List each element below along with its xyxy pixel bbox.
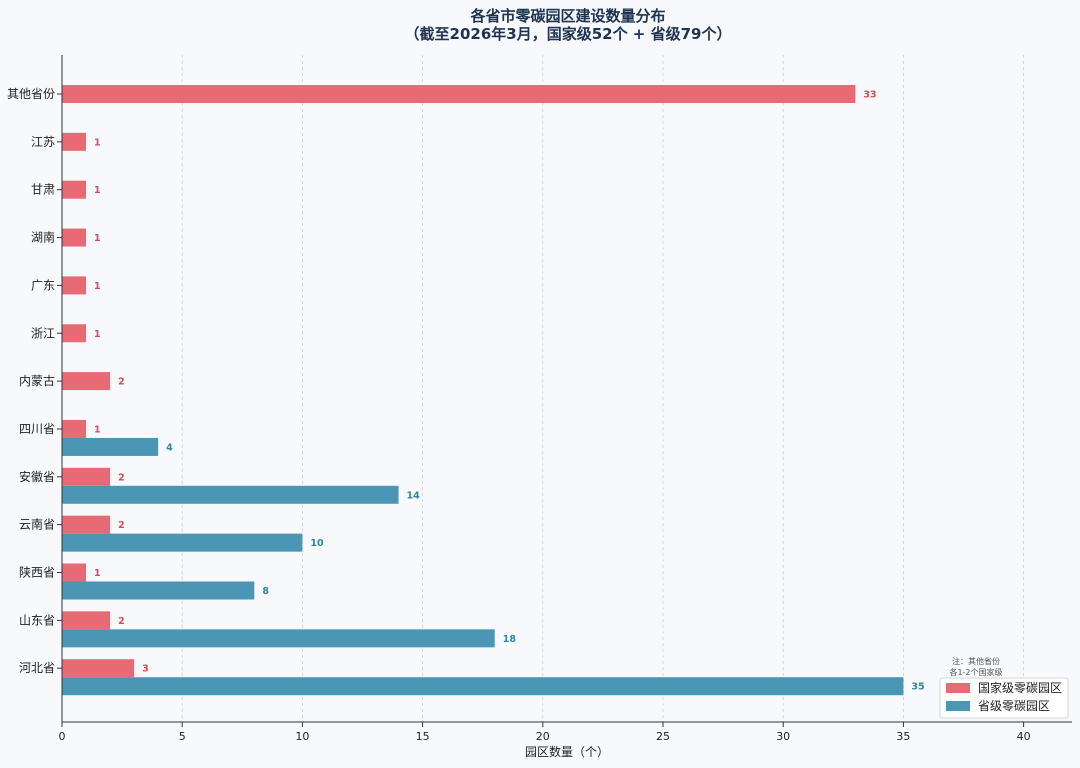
data-label: 2 <box>118 377 125 388</box>
bar-provincial <box>62 437 159 456</box>
legend-label-provincial: 省级零碳园区 <box>978 699 1050 713</box>
x-tick-label: 20 <box>536 730 550 743</box>
bar-national <box>62 419 87 438</box>
bar-national <box>62 372 111 391</box>
bar-national <box>62 563 87 582</box>
bar-national <box>62 180 87 199</box>
chart-subtitle: （截至2026年3月，国家级52个 + 省级79个） <box>405 25 732 43</box>
annotation-line-2: 各1-2个国家级 <box>949 667 1002 677</box>
legend-box <box>939 677 1069 719</box>
category-label: 内蒙古 <box>19 373 55 388</box>
annotation-line-1: 注：其他省份 <box>952 656 1000 666</box>
x-tick-label: 40 <box>1017 730 1031 743</box>
data-label: 35 <box>911 682 924 693</box>
legend: 国家级零碳园区 省级零碳园区 <box>939 677 1069 719</box>
bar-national <box>62 324 87 343</box>
data-label: 10 <box>310 538 324 549</box>
x-tick-label: 30 <box>776 730 790 743</box>
bar-provincial <box>62 485 399 504</box>
category-label: 云南省 <box>19 517 55 532</box>
category-label: 湖南 <box>31 230 55 245</box>
category-label: 河北省 <box>19 661 55 675</box>
bar-national <box>62 611 111 630</box>
category-label: 山东省 <box>19 613 55 627</box>
data-label: 1 <box>94 568 101 579</box>
bar-provincial <box>62 581 255 600</box>
bar-national <box>62 659 135 678</box>
data-label: 1 <box>94 424 101 435</box>
data-label: 2 <box>118 616 125 627</box>
category-label: 安徽省 <box>19 469 55 484</box>
bar-provincial <box>62 533 303 552</box>
data-label: 14 <box>407 490 421 501</box>
category-label: 甘肃 <box>31 183 55 197</box>
x-axis-label: 园区数量（个） <box>525 744 609 759</box>
x-tick-label: 5 <box>179 730 186 743</box>
legend-swatch-national <box>946 683 970 693</box>
bar-provincial <box>62 677 904 696</box>
legend-swatch-provincial <box>946 701 970 711</box>
data-label: 33 <box>863 90 876 101</box>
grid-lines <box>181 55 1024 722</box>
data-label: 2 <box>118 472 125 483</box>
data-label: 8 <box>262 586 269 597</box>
legend-label-national: 国家级零碳园区 <box>978 680 1062 695</box>
chart-title: 各省市零碳园区建设数量分布 <box>469 7 665 25</box>
data-label: 3 <box>142 664 149 675</box>
data-label: 1 <box>94 329 101 340</box>
bar-provincial <box>62 629 495 648</box>
data-label: 18 <box>503 634 517 645</box>
bar-national <box>62 132 87 151</box>
x-axis-ticks: 0 5 10 15 20 25 30 35 40 <box>59 722 1031 743</box>
bar-national <box>62 515 111 534</box>
data-label: 1 <box>94 137 101 148</box>
category-label: 四川省 <box>19 422 55 436</box>
category-label: 浙江 <box>31 326 55 340</box>
data-label: 4 <box>166 442 173 453</box>
bar-national <box>62 467 111 486</box>
data-label: 1 <box>94 185 101 196</box>
x-tick-label: 10 <box>295 730 309 743</box>
bar-national <box>62 228 87 247</box>
data-label: 1 <box>94 233 101 244</box>
category-label: 陕西省 <box>19 565 55 580</box>
category-label: 广东 <box>31 278 55 292</box>
bar-national <box>62 276 87 295</box>
bar-national <box>62 85 856 103</box>
category-label: 江苏 <box>31 135 55 149</box>
x-tick-label: 25 <box>656 730 670 743</box>
x-tick-label: 35 <box>896 730 910 743</box>
data-label: 1 <box>94 281 101 292</box>
data-label: 2 <box>118 520 125 531</box>
x-tick-label: 0 <box>59 730 66 743</box>
x-tick-label: 15 <box>416 730 430 743</box>
category-label: 其他省份 <box>7 87 55 101</box>
